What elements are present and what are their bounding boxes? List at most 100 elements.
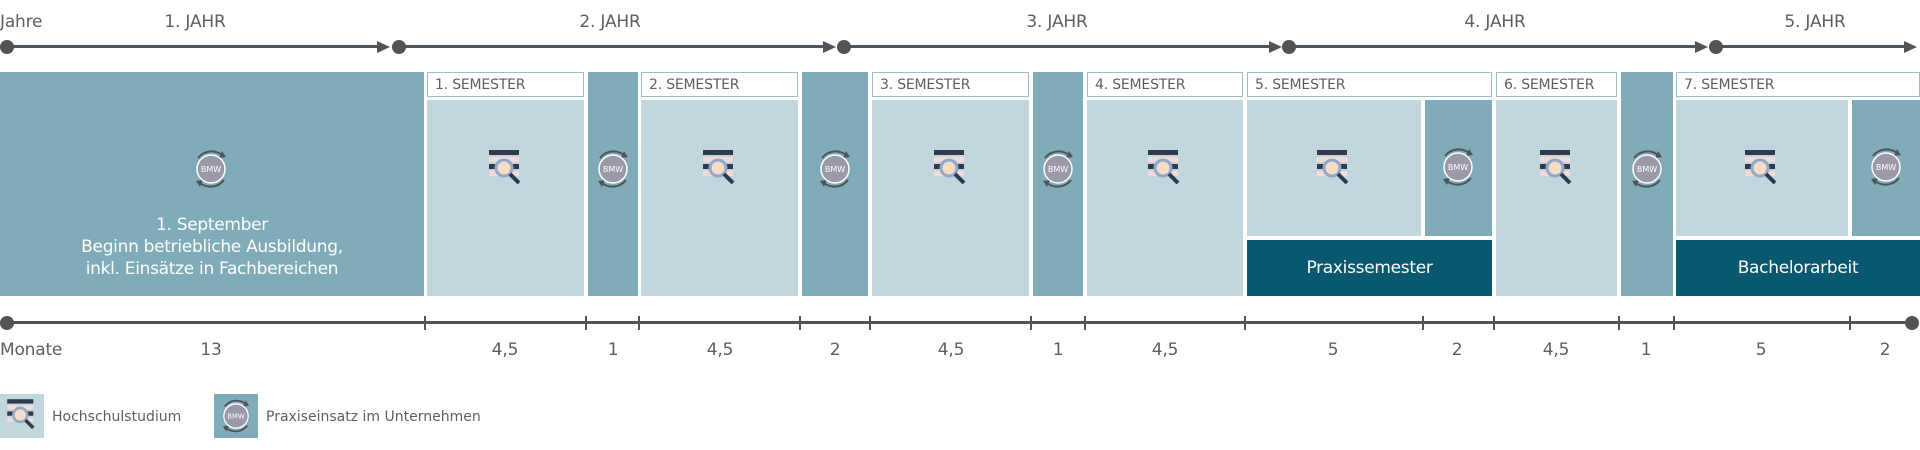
year-line-4 bbox=[1289, 45, 1699, 48]
month-value: 4,5 bbox=[1151, 340, 1179, 360]
month-tick bbox=[869, 316, 871, 330]
books-magnifier-icon bbox=[1739, 144, 1785, 194]
svg-text:BMW: BMW bbox=[227, 413, 245, 421]
legend-hochschule-swatch bbox=[0, 394, 44, 438]
bachelorarbeit-block: Bachelorarbeit bbox=[1676, 240, 1920, 296]
month-tick bbox=[1030, 316, 1032, 330]
month-tick bbox=[585, 316, 587, 330]
bmw-cycle-icon: BMW bbox=[188, 146, 234, 196]
year-line-3 bbox=[844, 45, 1273, 48]
semester-4-label: 4. SEMESTER bbox=[1087, 72, 1243, 97]
semester-4-block bbox=[1087, 100, 1243, 296]
year-label-2: 2. JAHR bbox=[579, 12, 641, 32]
bmw-cycle-icon: BMW bbox=[1863, 144, 1909, 194]
year-arrow-3 bbox=[1269, 41, 1282, 53]
year-arrow-5 bbox=[1904, 41, 1917, 53]
month-value: 2 bbox=[1451, 340, 1463, 360]
svg-text:BMW: BMW bbox=[201, 165, 221, 174]
year-arrow-4 bbox=[1695, 41, 1708, 53]
books-magnifier-icon bbox=[483, 144, 529, 194]
month-value: 5 bbox=[1327, 340, 1339, 360]
month-value: 2 bbox=[829, 340, 841, 360]
bmw-cycle-icon: BMW bbox=[1624, 146, 1670, 196]
semester-6-label: 6. SEMESTER bbox=[1496, 72, 1617, 97]
month-value: 2 bbox=[1879, 340, 1891, 360]
month-tick bbox=[1493, 316, 1495, 330]
year-line-1 bbox=[7, 45, 381, 48]
semester-5-study-block bbox=[1247, 100, 1421, 236]
month-tick bbox=[638, 316, 640, 330]
month-tick bbox=[1422, 316, 1424, 330]
svg-text:BMW: BMW bbox=[1876, 163, 1896, 172]
month-value: 1 bbox=[607, 340, 619, 360]
semester-7-study-block bbox=[1676, 100, 1848, 236]
praxis-block-3: BMW bbox=[1033, 72, 1083, 296]
year-label-1: 1. JAHR bbox=[164, 12, 226, 32]
months-end-dot bbox=[1905, 316, 1919, 330]
year-arrow-2 bbox=[823, 41, 836, 53]
semester-2-block bbox=[641, 100, 798, 296]
year-line-5 bbox=[1716, 45, 1906, 48]
years-axis-label: Jahre bbox=[0, 12, 43, 32]
semester-3-block bbox=[872, 100, 1029, 296]
books-magnifier-icon bbox=[2, 394, 42, 438]
year-line-2 bbox=[399, 45, 827, 48]
month-value: 1 bbox=[1640, 340, 1652, 360]
svg-text:BMW: BMW bbox=[825, 165, 845, 174]
months-axis-line bbox=[7, 321, 1913, 324]
month-value: 13 bbox=[200, 340, 222, 360]
month-value: 5 bbox=[1755, 340, 1767, 360]
month-tick bbox=[1618, 316, 1620, 330]
semester-2-label: 2. SEMESTER bbox=[641, 72, 798, 97]
semester-6-block bbox=[1496, 100, 1617, 296]
year-label-3: 3. JAHR bbox=[1026, 12, 1088, 32]
months-axis-label: Monate bbox=[0, 340, 63, 360]
semester-7-label: 7. SEMESTER bbox=[1676, 72, 1920, 97]
legend-praxis-label: Praxiseinsatz im Unternehmen bbox=[266, 409, 481, 425]
books-magnifier-icon bbox=[1534, 144, 1580, 194]
books-magnifier-icon bbox=[697, 144, 743, 194]
month-value: 4,5 bbox=[491, 340, 519, 360]
praxis-block-1: BMW bbox=[588, 72, 638, 296]
month-value: 1 bbox=[1052, 340, 1064, 360]
intro-date: 1. September bbox=[156, 215, 268, 235]
year-label-5: 5. JAHR bbox=[1784, 12, 1846, 32]
semester-5-praxis-block: BMW bbox=[1425, 100, 1492, 236]
bmw-cycle-icon: BMW bbox=[1035, 146, 1081, 196]
bmw-cycle-icon: BMW bbox=[812, 146, 858, 196]
semester-5-label: 5. SEMESTER bbox=[1247, 72, 1492, 97]
intro-line-2: Beginn betriebliche Ausbildung, bbox=[81, 237, 343, 257]
legend-praxis-swatch: BMW bbox=[214, 394, 258, 438]
books-magnifier-icon bbox=[928, 144, 974, 194]
year-arrow-1 bbox=[377, 41, 390, 53]
semester-3-label: 3. SEMESTER bbox=[872, 72, 1029, 97]
semester-7-praxis-block: BMW bbox=[1852, 100, 1920, 236]
praxissemester-block: Praxissemester bbox=[1247, 240, 1492, 296]
books-magnifier-icon bbox=[1142, 144, 1188, 194]
month-value: 4,5 bbox=[706, 340, 734, 360]
month-tick bbox=[799, 316, 801, 330]
month-value: 4,5 bbox=[1542, 340, 1570, 360]
month-value: 4,5 bbox=[937, 340, 965, 360]
intro-praxis-block: BMW 1. September Beginn betriebliche Aus… bbox=[0, 72, 424, 296]
books-magnifier-icon bbox=[1311, 144, 1357, 194]
bmw-cycle-icon: BMW bbox=[216, 396, 256, 440]
month-tick bbox=[1673, 316, 1675, 330]
month-tick bbox=[1084, 316, 1086, 330]
svg-text:BMW: BMW bbox=[1637, 165, 1657, 174]
praxis-block-6: BMW bbox=[1621, 72, 1673, 296]
svg-text:BMW: BMW bbox=[1048, 165, 1068, 174]
month-tick bbox=[1244, 316, 1246, 330]
praxis-block-2: BMW bbox=[802, 72, 868, 296]
legend-hochschule-label: Hochschulstudium bbox=[52, 409, 182, 425]
year-label-4: 4. JAHR bbox=[1464, 12, 1526, 32]
month-tick bbox=[424, 316, 426, 330]
svg-text:BMW: BMW bbox=[603, 165, 623, 174]
month-tick bbox=[1849, 316, 1851, 330]
svg-text:BMW: BMW bbox=[1448, 163, 1468, 172]
bmw-cycle-icon: BMW bbox=[1435, 144, 1481, 194]
intro-line-3: inkl. Einsätze in Fachbereichen bbox=[85, 259, 339, 279]
bmw-cycle-icon: BMW bbox=[590, 146, 636, 196]
semester-1-label: 1. SEMESTER bbox=[427, 72, 584, 97]
semester-1-block bbox=[427, 100, 584, 296]
